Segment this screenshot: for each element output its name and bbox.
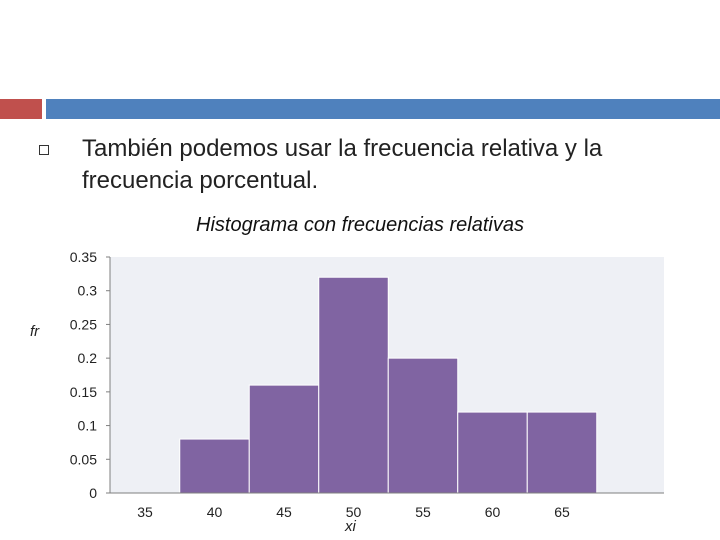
- histogram-bar: [457, 411, 528, 494]
- histogram-bar: [526, 411, 598, 494]
- y-tick-label: 0.15: [70, 384, 97, 400]
- x-tick-label: 35: [137, 504, 153, 520]
- x-tick-label: 60: [485, 504, 501, 520]
- y-tick-label: 0: [89, 485, 97, 501]
- body-text: También podemos usar la frecuencia relat…: [82, 135, 603, 194]
- histogram-bar: [318, 276, 389, 494]
- x-tick-label: 65: [554, 504, 570, 520]
- x-tick-label: 55: [415, 504, 431, 520]
- y-tick-label: 0.05: [70, 451, 97, 467]
- y-tick-label: 0.2: [78, 350, 98, 366]
- x-tick-label: 45: [276, 504, 292, 520]
- histogram-bar: [179, 438, 250, 494]
- accent-bar-blue: [46, 99, 720, 119]
- y-tick-label: 0.3: [78, 283, 98, 299]
- y-tick-label: 0.1: [78, 418, 98, 434]
- x-axis-label: xi: [345, 518, 356, 535]
- bullet-square-icon: [39, 145, 49, 155]
- x-tick-label: 50: [346, 504, 362, 520]
- histogram-bar: [387, 357, 459, 494]
- chart-title: Histograma con frecuencias relativas: [196, 214, 524, 236]
- y-tick-label: 0.35: [70, 249, 97, 265]
- y-tick-label: 0.25: [70, 316, 97, 332]
- accent-bar-red: [0, 99, 42, 119]
- y-axis-label: fr: [30, 323, 40, 340]
- histogram-bar: [248, 384, 320, 494]
- x-tick-label: 40: [207, 504, 223, 520]
